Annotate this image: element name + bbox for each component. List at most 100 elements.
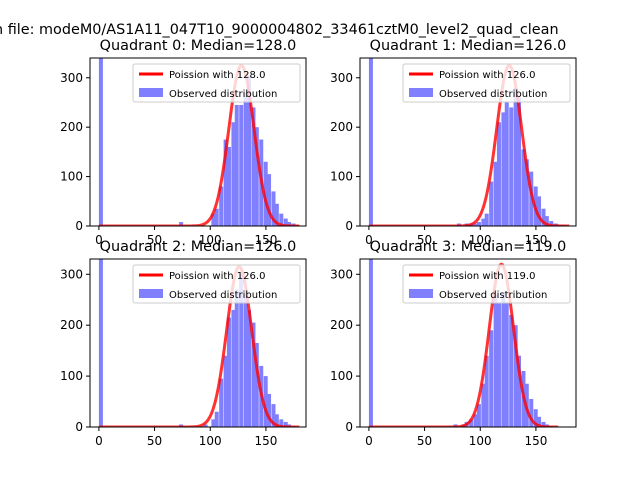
histogram-bar: [521, 149, 526, 226]
histogram-bar: [246, 75, 251, 226]
histogram-bar: [179, 222, 184, 226]
quadrant-3-panel: 0 50 100 150 0 100 200 300 Quadrant 3: Median=11…: [330, 239, 577, 448]
histogram-bar: [274, 203, 279, 226]
histogram-bar: [219, 186, 224, 226]
histogram-bar: [234, 104, 239, 226]
y-tick-label: 300: [330, 71, 353, 85]
histogram-bar: [211, 419, 216, 427]
poisson-fit-line: [368, 262, 559, 427]
histogram-bar: [481, 383, 486, 427]
axes-frame: [359, 258, 577, 428]
x-tick-label: 100: [199, 233, 222, 247]
legend-label-observed: Observed distribution: [169, 89, 277, 100]
histogram-bar: [254, 127, 259, 226]
histogram-bar: [513, 325, 518, 427]
x-tick-label: 50: [147, 434, 162, 448]
histogram-bar: [489, 330, 494, 427]
histogram-bar: [473, 223, 478, 226]
y-tick-label: 0: [75, 420, 83, 434]
histogram-bar: [469, 419, 474, 427]
histogram-bar: [279, 213, 284, 226]
histogram-bar: [504, 102, 509, 226]
histogram-bar: [219, 378, 224, 427]
histogram-bar: [496, 122, 501, 226]
quadrant-0-panel: 0 50 100 150 0 100 200 300 Quadrant 0: Median=12…: [60, 38, 307, 247]
legend: Poission with 128.0 Observed distribution: [132, 63, 301, 103]
histogram-bar: [267, 393, 272, 427]
quadrant-0-title: Quadrant 0: Median=128.0: [100, 38, 297, 54]
legend-bar-swatch: [139, 88, 163, 97]
histogram-bar: [368, 58, 373, 226]
histogram-bar: [493, 161, 498, 226]
legend-label-fit: Poission with 126.0: [169, 271, 265, 282]
histogram-bar: [251, 322, 256, 427]
x-tick-label: 0: [365, 233, 373, 247]
histogram-bar: [481, 218, 486, 226]
histogram-bar: [509, 315, 514, 427]
legend-label-fit: Poission with 128.0: [169, 70, 265, 81]
legend-label-fit: Poission with 126.0: [439, 70, 535, 81]
histogram-bar: [541, 421, 546, 427]
histogram-bar: [493, 294, 498, 427]
histogram-bar: [223, 355, 228, 427]
y-tick-label: 100: [60, 369, 83, 383]
quadrant-3-title: Quadrant 3: Median=119.0: [370, 239, 567, 255]
histogram-bar: [231, 309, 236, 427]
histogram-bar: [243, 294, 248, 427]
histogram-bar: [239, 104, 244, 226]
x-tick-label: 100: [199, 434, 222, 448]
histogram-bar: [516, 355, 521, 427]
histogram-bar: [98, 58, 103, 226]
histogram-bar: [484, 355, 489, 427]
histogram-bar: [283, 421, 288, 427]
histogram-bar: [287, 222, 292, 226]
histogram-bar: [537, 196, 542, 226]
histogram-bar: [473, 414, 478, 427]
histogram-bar: [476, 222, 481, 226]
histogram-bar: [283, 218, 288, 226]
histogram-bar: [254, 343, 259, 427]
x-tick-label: 100: [469, 434, 492, 448]
histogram-bar: [529, 399, 534, 427]
quadrant-2-panel: 0 50 100 150 0 100 200 300 Quadrant 2: Median=12…: [60, 239, 307, 448]
quadrant-1-panel: 0 50 100 150 0 100 200 300 Quadrant 1: Median=12…: [330, 38, 577, 247]
x-tick-label: 150: [524, 233, 547, 247]
x-tick-label: 0: [95, 434, 103, 448]
histogram-bar: [541, 208, 546, 226]
histogram-bar: [223, 139, 228, 226]
quadrant-1-title: Quadrant 1: Median=126.0: [370, 38, 567, 54]
y-tick-label: 0: [345, 420, 353, 434]
axes-frame: [359, 57, 577, 227]
legend: Poission with 126.0 Observed distribution: [402, 63, 571, 103]
histogram-bar: [271, 404, 276, 427]
histogram-bar: [279, 419, 284, 427]
histogram-bar: [98, 259, 103, 427]
histogram-bar: [501, 292, 506, 427]
y-tick-label: 100: [60, 170, 83, 184]
legend-box: [132, 264, 301, 304]
y-tick-label: 300: [60, 71, 83, 85]
y-tick-label: 200: [60, 318, 83, 332]
histogram-bar: [501, 112, 506, 226]
y-tick-label: 0: [75, 219, 83, 233]
legend: Poission with 119.0 Observed distribution: [402, 264, 571, 304]
y-tick-label: 0: [345, 219, 353, 233]
histogram-bar: [211, 213, 216, 226]
x-tick-label: 150: [254, 233, 277, 247]
legend-box: [402, 264, 571, 304]
figure-title: n file: modeM0/AS1A11_047T10_9000004802_…: [0, 22, 559, 38]
histogram-bar: [368, 259, 373, 427]
x-tick-label: 150: [254, 434, 277, 448]
x-tick-label: 50: [147, 233, 162, 247]
histogram-bar: [246, 309, 251, 427]
histogram-bar: [203, 424, 208, 427]
histogram-bar: [513, 87, 518, 226]
legend-box: [402, 63, 571, 103]
histogram-bar: [504, 302, 509, 427]
legend-box: [132, 63, 301, 103]
legend-label-fit: Poission with 119.0: [439, 271, 535, 282]
legend-bar-swatch: [409, 289, 433, 298]
histogram-bar: [243, 92, 248, 226]
histogram-bar: [226, 317, 231, 427]
y-tick-label: 200: [60, 120, 83, 134]
